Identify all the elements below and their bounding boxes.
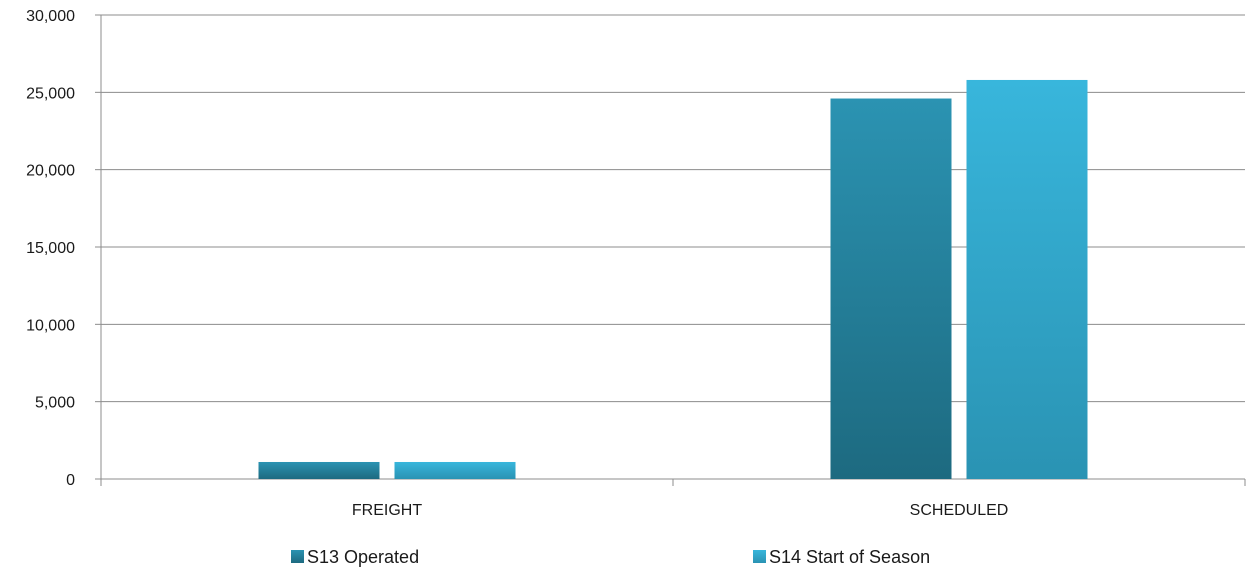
labels: 0 5,000 10,000 15,000 20,000 25,000 30,000 FREI… (26, 8, 1008, 519)
y-tick-label: 30,000 (26, 8, 75, 25)
legend-swatch (753, 550, 766, 563)
legend: S13 Operated S14 Start of Season (291, 547, 930, 567)
bar-scheduled-series-1 (830, 98, 952, 480)
legend-label: S13 Operated (307, 547, 419, 567)
legend-label: S14 Start of Season (769, 547, 930, 567)
y-tick-label: 25,000 (26, 85, 75, 102)
y-tick-label: 20,000 (26, 163, 75, 180)
bar-scheduled-series-2 (966, 79, 1088, 480)
legend-swatch (291, 550, 304, 563)
bar-freight-series-2 (394, 461, 516, 479)
x-tick-label: FREIGHT (352, 502, 422, 519)
bar-freight-series-1 (258, 461, 380, 479)
y-tick-label: 5,000 (35, 395, 75, 412)
x-tick-label: SCHEDULED (910, 502, 1009, 519)
bars (258, 79, 1088, 480)
y-tick-label: 15,000 (26, 240, 75, 257)
y-tick-label: 0 (66, 472, 75, 489)
y-tick-label: 10,000 (26, 317, 75, 334)
